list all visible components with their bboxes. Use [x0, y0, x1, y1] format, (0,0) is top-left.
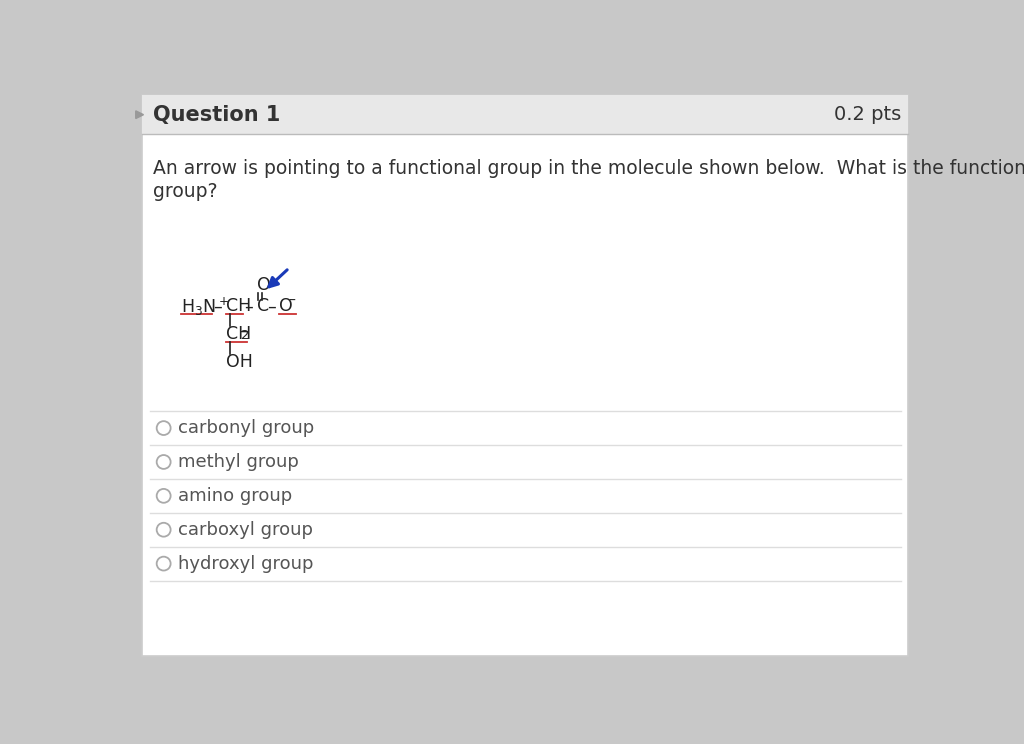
Text: O: O [280, 298, 293, 315]
Text: carboxyl group: carboxyl group [177, 521, 312, 539]
Text: hydroxyl group: hydroxyl group [177, 554, 313, 573]
Text: O: O [257, 276, 270, 294]
Text: Question 1: Question 1 [153, 105, 281, 125]
Text: OH: OH [225, 353, 253, 371]
Text: –: – [289, 294, 295, 308]
Text: group?: group? [153, 182, 217, 201]
Text: CH: CH [225, 298, 251, 315]
Text: –: – [245, 298, 253, 315]
Bar [142, 95, 907, 134]
Text: C: C [257, 298, 268, 315]
Text: –: – [266, 298, 275, 315]
Text: CH: CH [225, 325, 251, 343]
Text: methyl group: methyl group [177, 453, 298, 471]
Text: An arrow is pointing to a functional group in the molecule shown below.  What is: An arrow is pointing to a functional gro… [153, 158, 1024, 178]
Text: H$_3$N$^+$: H$_3$N$^+$ [180, 295, 228, 318]
Text: carbonyl group: carbonyl group [177, 419, 313, 437]
Text: –: – [213, 298, 222, 315]
Text: 2: 2 [241, 329, 250, 342]
Text: amino group: amino group [177, 487, 292, 505]
Polygon shape [136, 111, 143, 118]
Text: 0.2 pts: 0.2 pts [835, 105, 901, 124]
